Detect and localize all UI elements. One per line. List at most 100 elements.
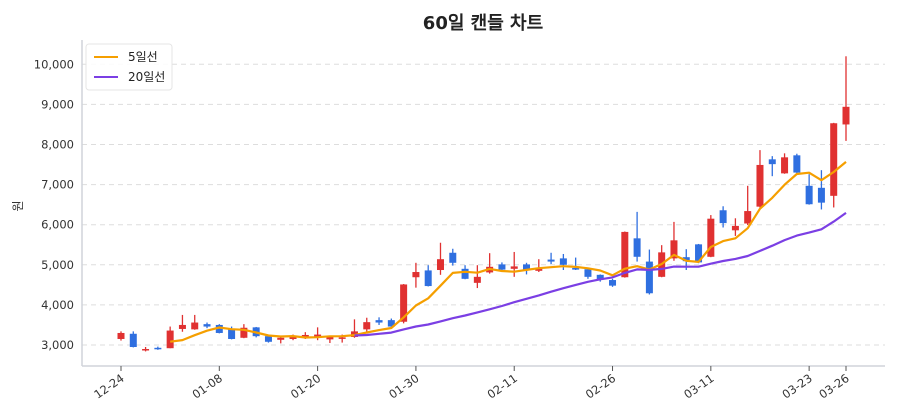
y-tick-label: 10,000 xyxy=(34,57,74,71)
candle-body xyxy=(117,332,125,339)
moving-average-lines xyxy=(170,161,847,343)
candle xyxy=(559,253,567,271)
candle-body xyxy=(817,187,825,203)
candle xyxy=(744,185,752,226)
candle xyxy=(449,248,457,266)
candle xyxy=(178,314,186,332)
candle xyxy=(621,231,629,278)
candle xyxy=(191,314,199,330)
candle-body xyxy=(695,244,703,263)
candle xyxy=(436,242,444,275)
candle xyxy=(535,259,543,273)
candle xyxy=(830,122,838,208)
candle-body xyxy=(228,328,236,339)
x-tick-label: 01-20 xyxy=(288,371,323,402)
x-tick-label: 03-23 xyxy=(779,371,814,402)
candle-body xyxy=(768,159,776,165)
candle-body xyxy=(744,211,752,224)
candle-body xyxy=(719,210,727,224)
candle xyxy=(756,150,764,208)
candle xyxy=(142,347,150,352)
candle-body xyxy=(609,280,617,286)
candle-body xyxy=(215,324,223,333)
candle xyxy=(731,218,739,236)
candle-body xyxy=(535,268,543,271)
candle-body xyxy=(805,185,813,205)
candle xyxy=(805,174,813,205)
candle xyxy=(596,274,604,282)
y-axis-label: 원 xyxy=(11,200,25,211)
candle-body xyxy=(498,264,506,270)
legend-ma20-label: 20일선 xyxy=(128,70,165,84)
candle-body xyxy=(572,268,580,270)
y-tick-label: 3,000 xyxy=(41,338,74,352)
x-tick-label: 01-30 xyxy=(386,371,421,402)
candle xyxy=(817,170,825,210)
candle-body xyxy=(191,322,199,330)
candle-body xyxy=(436,259,444,271)
candle xyxy=(547,252,555,264)
chart-title: 60일 캔들 차트 xyxy=(423,13,543,34)
candle xyxy=(842,56,850,141)
candle xyxy=(645,249,653,295)
candle-body xyxy=(387,320,395,327)
candle xyxy=(363,317,371,333)
candle xyxy=(633,211,641,262)
candle-body xyxy=(375,320,383,323)
x-tick-label: 02-11 xyxy=(485,371,520,402)
candles xyxy=(117,56,850,352)
candle-body xyxy=(314,334,322,337)
candle-body xyxy=(510,266,518,269)
candle-body xyxy=(682,257,690,262)
candle-body xyxy=(756,164,764,207)
candle-body xyxy=(830,123,838,196)
candle-body xyxy=(154,347,162,350)
candle-body xyxy=(731,225,739,231)
axes: 3,000 4,000 5,000 6,000 7,000 8,000 9,000 10,00… xyxy=(34,40,885,402)
y-tick-label: 8,000 xyxy=(41,138,74,152)
candle-body xyxy=(142,349,150,351)
candle xyxy=(707,215,715,258)
candle xyxy=(719,206,727,228)
candle xyxy=(781,153,789,174)
candle xyxy=(523,262,531,275)
candle xyxy=(166,326,174,349)
x-tick-label: 12-24 xyxy=(91,371,126,402)
x-tick-label: 03-11 xyxy=(681,371,716,402)
candle-body xyxy=(277,337,285,340)
candle-body xyxy=(363,322,371,330)
candle xyxy=(129,331,137,348)
candle-body xyxy=(178,324,186,329)
candle-body xyxy=(203,324,211,327)
y-tick-label: 6,000 xyxy=(41,218,74,232)
candle xyxy=(412,262,420,288)
candle-body xyxy=(633,238,641,257)
candle-body xyxy=(547,259,555,262)
candle-body xyxy=(289,336,297,339)
ma5-line xyxy=(170,161,847,343)
candle-body xyxy=(449,252,457,263)
candle xyxy=(768,156,776,177)
x-tick-label: 02-26 xyxy=(583,371,618,402)
candle xyxy=(473,265,481,289)
candle xyxy=(424,265,432,287)
candle-body xyxy=(424,270,432,287)
candle-body xyxy=(301,334,309,338)
candle xyxy=(154,346,162,350)
candle xyxy=(203,322,211,329)
candle xyxy=(215,324,223,334)
candle-body xyxy=(412,272,420,278)
candle-body xyxy=(793,155,801,173)
candle xyxy=(695,243,703,264)
legend-ma5-label: 5일선 xyxy=(128,50,158,64)
candle-body xyxy=(473,276,481,283)
x-tick-label: 03-26 xyxy=(816,371,851,402)
candle-body xyxy=(707,218,715,257)
ma20-line xyxy=(354,212,847,337)
candle-body xyxy=(621,231,629,278)
candle-body xyxy=(596,274,604,280)
candle xyxy=(498,262,506,271)
candle-body xyxy=(670,240,678,259)
candle xyxy=(793,153,801,173)
